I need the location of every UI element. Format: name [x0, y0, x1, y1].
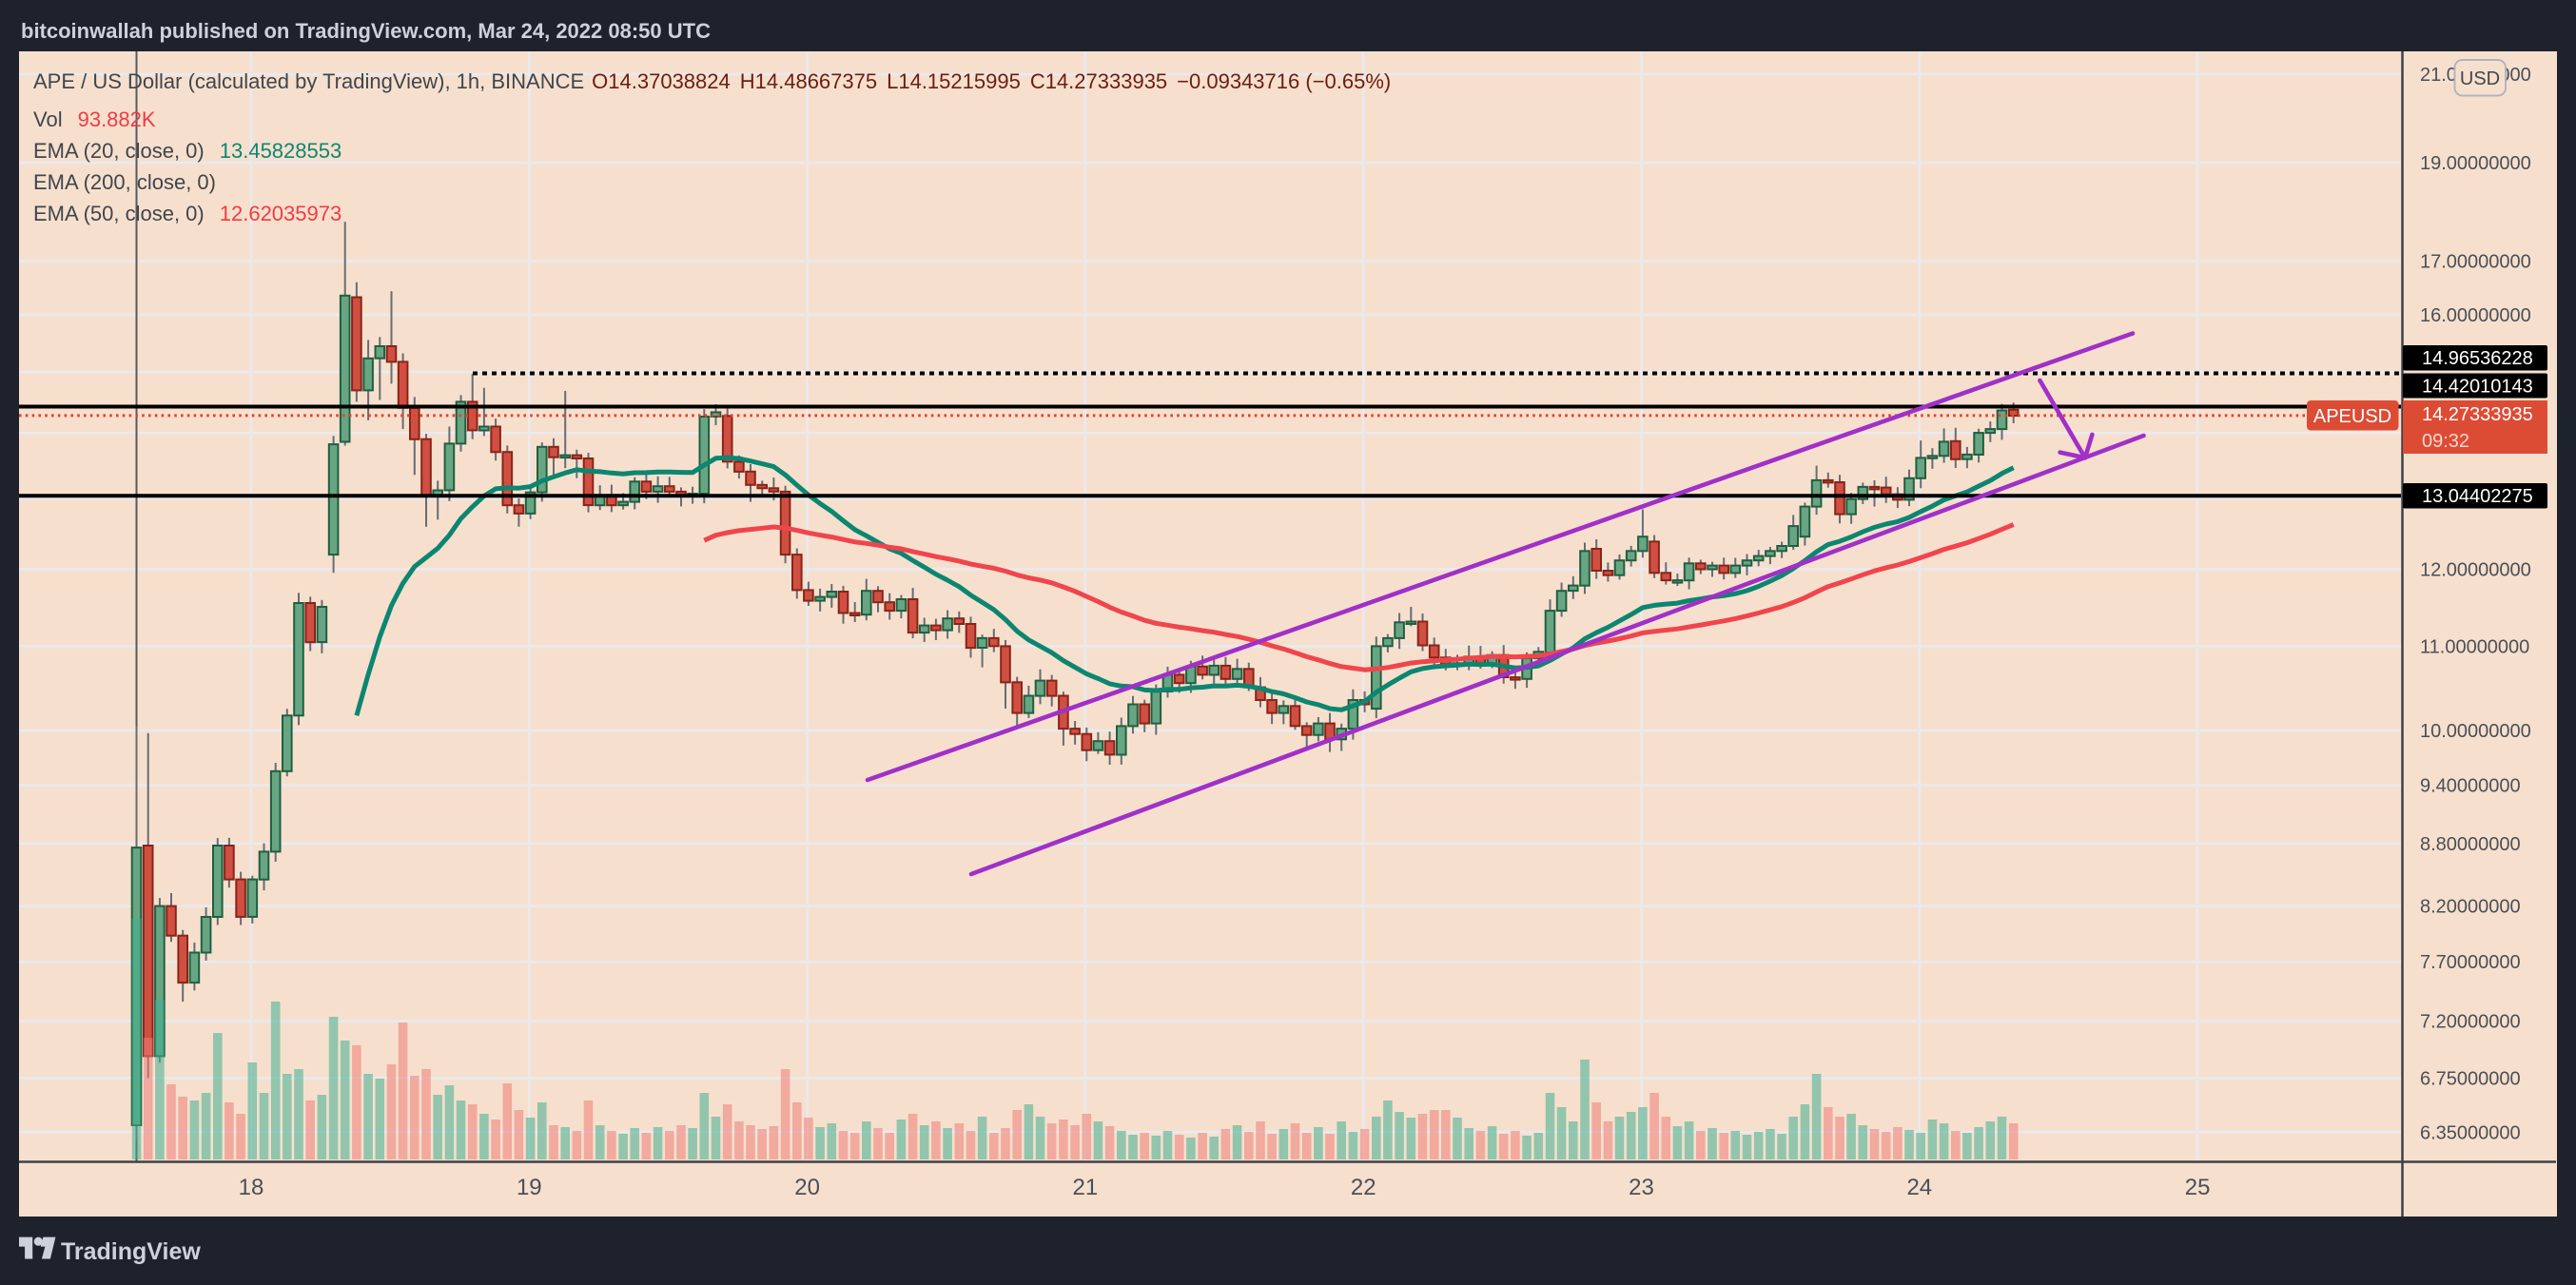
svg-text:24: 24 — [1906, 1175, 1932, 1200]
svg-text:18: 18 — [239, 1175, 264, 1200]
svg-text:APEUSD: APEUSD — [2313, 406, 2391, 427]
svg-text:14.27333935: 14.27333935 — [2422, 404, 2533, 425]
svg-text:APE / US Dollar (calculated by: APE / US Dollar (calculated by TradingVi… — [33, 69, 1391, 93]
svg-text:8.20000000: 8.20000000 — [2420, 897, 2521, 918]
svg-text:23: 23 — [1629, 1175, 1654, 1200]
svg-text:19: 19 — [517, 1175, 542, 1200]
svg-text:EMA (50, close, 0)12.62035973: EMA (50, close, 0) 12.62035973 — [33, 202, 342, 225]
svg-text:13.04402275: 13.04402275 — [2422, 486, 2533, 507]
svg-text:7.70000000: 7.70000000 — [2420, 952, 2521, 973]
svg-text:20: 20 — [794, 1175, 820, 1200]
svg-text:6.35000000: 6.35000000 — [2420, 1122, 2521, 1143]
svg-text:22: 22 — [1351, 1175, 1376, 1200]
svg-text:EMA (20, close, 0)13.45828553: EMA (20, close, 0) 13.45828553 — [33, 139, 342, 163]
svg-text:14.42010143: 14.42010143 — [2422, 377, 2533, 398]
svg-text:21: 21 — [1073, 1175, 1099, 1200]
svg-text:14.96536228: 14.96536228 — [2422, 348, 2533, 369]
svg-text:TradingView: TradingView — [61, 1238, 201, 1265]
svg-text:8.80000000: 8.80000000 — [2420, 834, 2521, 855]
svg-text:12.00000000: 12.00000000 — [2420, 559, 2531, 580]
svg-text:7.20000000: 7.20000000 — [2420, 1012, 2521, 1033]
svg-text:19.00000000: 19.00000000 — [2420, 153, 2531, 174]
svg-text:11.00000000: 11.00000000 — [2420, 636, 2529, 657]
svg-text:16.00000000: 16.00000000 — [2420, 305, 2531, 326]
svg-text:USD: USD — [2460, 68, 2500, 89]
svg-text:09:32: 09:32 — [2422, 431, 2469, 452]
svg-text:bitcoinwallah published on Tra: bitcoinwallah published on TradingView.c… — [21, 19, 711, 43]
svg-text:6.75000000: 6.75000000 — [2420, 1069, 2521, 1090]
svg-text:9.40000000: 9.40000000 — [2420, 776, 2521, 797]
svg-text:EMA (200, close, 0): EMA (200, close, 0) — [33, 170, 216, 194]
svg-text:10.00000000: 10.00000000 — [2420, 721, 2531, 742]
svg-text:17.00000000: 17.00000000 — [2420, 252, 2531, 273]
svg-text:25: 25 — [2185, 1175, 2211, 1200]
